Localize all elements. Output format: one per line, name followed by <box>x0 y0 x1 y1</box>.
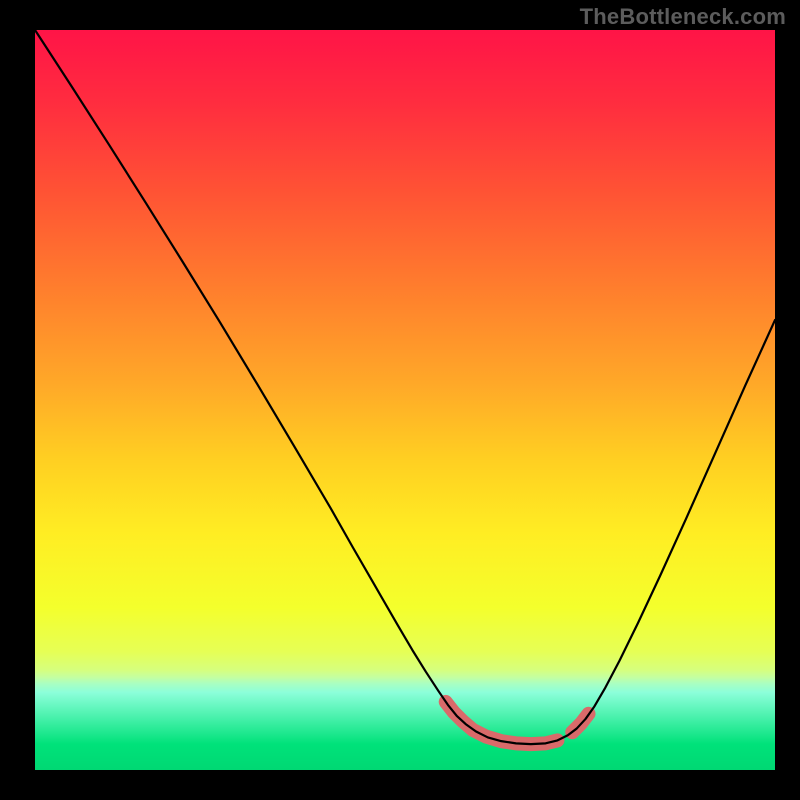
plot-area <box>35 30 775 770</box>
chart-canvas <box>0 0 800 800</box>
bottleneck-chart: TheBottleneck.com <box>0 0 800 800</box>
watermark-text: TheBottleneck.com <box>580 4 786 30</box>
